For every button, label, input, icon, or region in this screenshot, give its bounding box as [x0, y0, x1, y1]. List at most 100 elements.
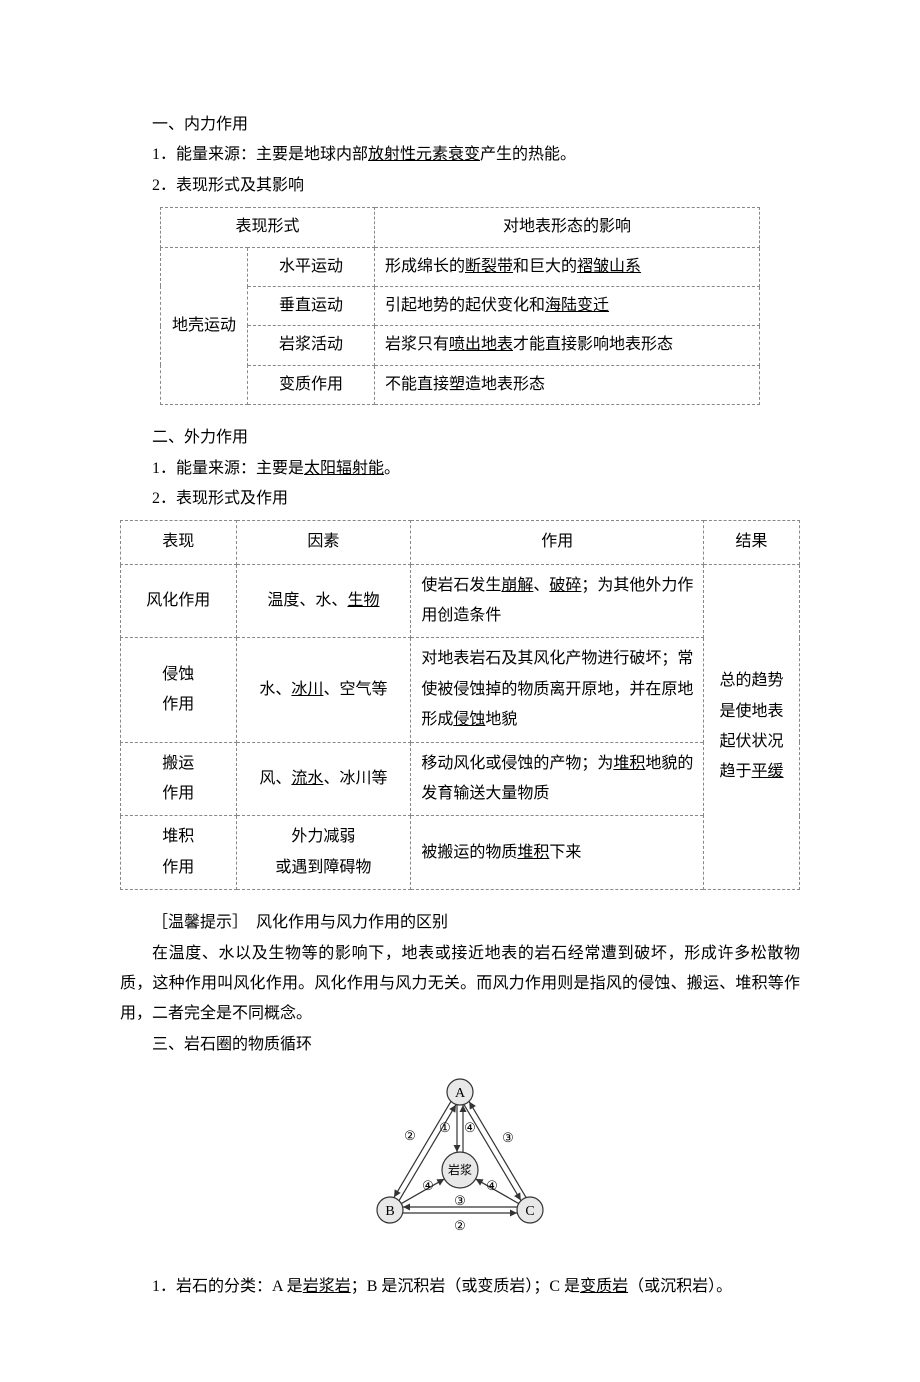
sec3-title: 三、岩石圈的物质循环: [120, 1030, 800, 1060]
td: 不能直接塑造地表形态: [375, 365, 760, 404]
underline-text: 放射性元素衰变: [368, 146, 480, 163]
text: 水、: [259, 681, 291, 698]
underline-text: 生物: [347, 592, 379, 609]
text: 、空气等: [323, 681, 387, 698]
text: 岩浆只有: [385, 336, 449, 353]
tip-block: ［温馨提示］ 风化作用与风力作用的区别 在温度、水以及生物等的影响下，地表或接近…: [120, 908, 800, 1030]
svg-text:②: ②: [454, 1218, 466, 1233]
table-row: 堆积作用 外力减弱或遇到障碍物 被搬运的物质堆积下来: [121, 816, 800, 890]
svg-text:④: ④: [486, 1178, 498, 1193]
underline-text: 侵蚀: [453, 711, 485, 728]
table-row: 搬运作用 风、流水、冰川等 移动风化或侵蚀的产物；为堆积地貌的发育输送大量物质: [121, 742, 800, 816]
underline-text: 岩浆岩: [303, 1278, 351, 1295]
text: 堆积: [162, 828, 194, 845]
td: 堆积作用: [121, 816, 237, 890]
svg-text:②: ②: [404, 1128, 416, 1143]
underline-text: 破碎: [549, 577, 581, 594]
svg-text:岩浆: 岩浆: [448, 1162, 472, 1177]
svg-text:C: C: [525, 1204, 534, 1219]
td: 搬运作用: [121, 742, 237, 816]
tip-head: ［温馨提示］ 风化作用与风力作用的区别: [120, 908, 800, 938]
td: 水、冰川、空气等: [236, 638, 411, 742]
text: 1．岩石的分类：A 是: [152, 1278, 303, 1295]
th: 结果: [704, 521, 800, 564]
td: 侵蚀作用: [121, 638, 237, 742]
td: 风、流水、冰川等: [236, 742, 411, 816]
sec2-line2: 2．表现形式及作用: [120, 484, 800, 514]
td: 形成绵长的断裂带和巨大的褶皱山系: [375, 247, 760, 286]
diagram-svg: ABC岩浆①②③④④④③②: [350, 1070, 570, 1250]
text: 使岩石发生: [421, 577, 501, 594]
td: 引起地势的起伏变化和海陆变迁: [375, 286, 760, 325]
underline-text: 变质岩: [580, 1278, 628, 1295]
text: 、冰川等: [323, 770, 387, 787]
td: 外力减弱或遇到障碍物: [236, 816, 411, 890]
underline-text: 冰川: [291, 681, 323, 698]
th: 因素: [236, 521, 411, 564]
svg-text:③: ③: [454, 1193, 466, 1208]
table-2: 表现 因素 作用 结果 风化作用 温度、水、生物 使岩石发生崩解、破碎；为其他外…: [120, 520, 800, 890]
table-row: 表现形式 对地表形态的影响: [161, 208, 760, 247]
sec1-line1: 1．能量来源：主要是地球内部放射性元素衰变产生的热能。: [120, 140, 800, 170]
sec1-line2: 2．表现形式及其影响: [120, 171, 800, 201]
sec2-title: 二、外力作用: [120, 423, 800, 453]
text: 移动风化或侵蚀的产物；为: [421, 755, 613, 772]
td: 垂直运动: [248, 286, 375, 325]
sec1-title: 一、内力作用: [120, 110, 800, 140]
td: 使岩石发生崩解、破碎；为其他外力作用创造条件: [411, 564, 704, 638]
td-result: 总的趋势是使地表起伏状况趋于平缓: [704, 564, 800, 890]
underline-text: 海陆变迁: [545, 297, 609, 314]
text: 引起地势的起伏变化和: [385, 297, 545, 314]
td: 水平运动: [248, 247, 375, 286]
td: 岩浆只有喷出地表才能直接影响地表形态: [375, 326, 760, 365]
table-1: 表现形式 对地表形态的影响 地壳运动 水平运动 形成绵长的断裂带和巨大的褶皱山系…: [160, 207, 760, 405]
text: 1．能量来源：主要是: [152, 460, 304, 477]
sec3-line1: 1．岩石的分类：A 是岩浆岩；B 是沉积岩（或变质岩）；C 是变质岩（或沉积岩）…: [120, 1272, 800, 1302]
text: （或沉积岩）。: [628, 1278, 732, 1295]
svg-text:①: ①: [439, 1120, 451, 1135]
td: 变质作用: [248, 365, 375, 404]
text: 或遇到障碍物: [275, 859, 371, 876]
text: 搬运: [162, 755, 194, 772]
text: 1．能量来源：主要是地球内部: [152, 146, 368, 163]
underline-text: 流水: [291, 770, 323, 787]
table-row: 侵蚀作用 水、冰川、空气等 对地表岩石及其风化产物进行破坏；常使被侵蚀掉的物质离…: [121, 638, 800, 742]
table-row: 地壳运动 水平运动 形成绵长的断裂带和巨大的褶皱山系: [161, 247, 760, 286]
th: 表现: [121, 521, 237, 564]
td: 移动风化或侵蚀的产物；为堆积地貌的发育输送大量物质: [411, 742, 704, 816]
text: 作用: [162, 696, 194, 713]
table-row: 表现 因素 作用 结果: [121, 521, 800, 564]
svg-text:④: ④: [422, 1178, 434, 1193]
text: 下来: [549, 844, 581, 861]
table-row: 变质作用 不能直接塑造地表形态: [161, 365, 760, 404]
table-row: 岩浆活动 岩浆只有喷出地表才能直接影响地表形态: [161, 326, 760, 365]
sec2-line1: 1．能量来源：主要是太阳辐射能。: [120, 454, 800, 484]
text: 作用: [162, 859, 194, 876]
text: 、: [533, 577, 549, 594]
text: ；B 是沉积岩（或变质岩）；C 是: [351, 1278, 580, 1295]
text: 才能直接影响地表形态: [513, 336, 673, 353]
underline-text: 堆积: [517, 844, 549, 861]
td: 对地表岩石及其风化产物进行破坏；常使被侵蚀掉的物质离开原地，并在原地形成侵蚀地貌: [411, 638, 704, 742]
underline-text: 褶皱山系: [577, 258, 641, 275]
text: 。: [384, 460, 400, 477]
svg-text:③: ③: [502, 1130, 514, 1145]
td: 被搬运的物质堆积下来: [411, 816, 704, 890]
th: 表现形式: [161, 208, 375, 247]
td: 温度、水、生物: [236, 564, 411, 638]
svg-text:A: A: [455, 1086, 466, 1101]
text: 作用: [162, 785, 194, 802]
underline-text: 太阳辐射能: [304, 460, 384, 477]
svg-text:④: ④: [464, 1120, 476, 1135]
table-row: 风化作用 温度、水、生物 使岩石发生崩解、破碎；为其他外力作用创造条件 总的趋势…: [121, 564, 800, 638]
text: 形成绵长的: [385, 258, 465, 275]
td-rowhead: 地壳运动: [161, 247, 248, 405]
text: 风、: [259, 770, 291, 787]
text: 侵蚀: [162, 666, 194, 683]
text: 产生的热能。: [480, 146, 576, 163]
text: 外力减弱: [291, 828, 355, 845]
underline-text: 崩解: [501, 577, 533, 594]
table-row: 垂直运动 引起地势的起伏变化和海陆变迁: [161, 286, 760, 325]
text: 地貌: [485, 711, 517, 728]
th: 作用: [411, 521, 704, 564]
